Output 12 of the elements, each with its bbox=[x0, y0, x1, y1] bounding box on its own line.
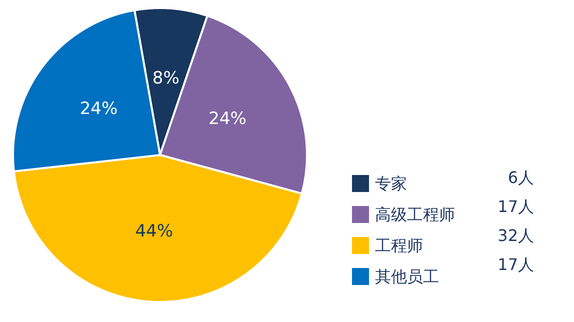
data-label: 24% bbox=[208, 109, 246, 130]
legend-label: 高级工程师 bbox=[375, 205, 455, 224]
legend-label: 工程师 bbox=[375, 236, 423, 255]
text: 17人 bbox=[498, 197, 534, 216]
data-label: 8% bbox=[152, 68, 180, 89]
text: 32人 bbox=[498, 226, 534, 245]
data-label: 24% bbox=[80, 99, 118, 120]
legend-label: 其他员工 bbox=[375, 267, 439, 286]
text: 17人 bbox=[498, 255, 534, 274]
data-label: 44% bbox=[135, 221, 174, 242]
legend-label: 专家 bbox=[375, 174, 407, 193]
text: 6人 bbox=[508, 168, 534, 187]
